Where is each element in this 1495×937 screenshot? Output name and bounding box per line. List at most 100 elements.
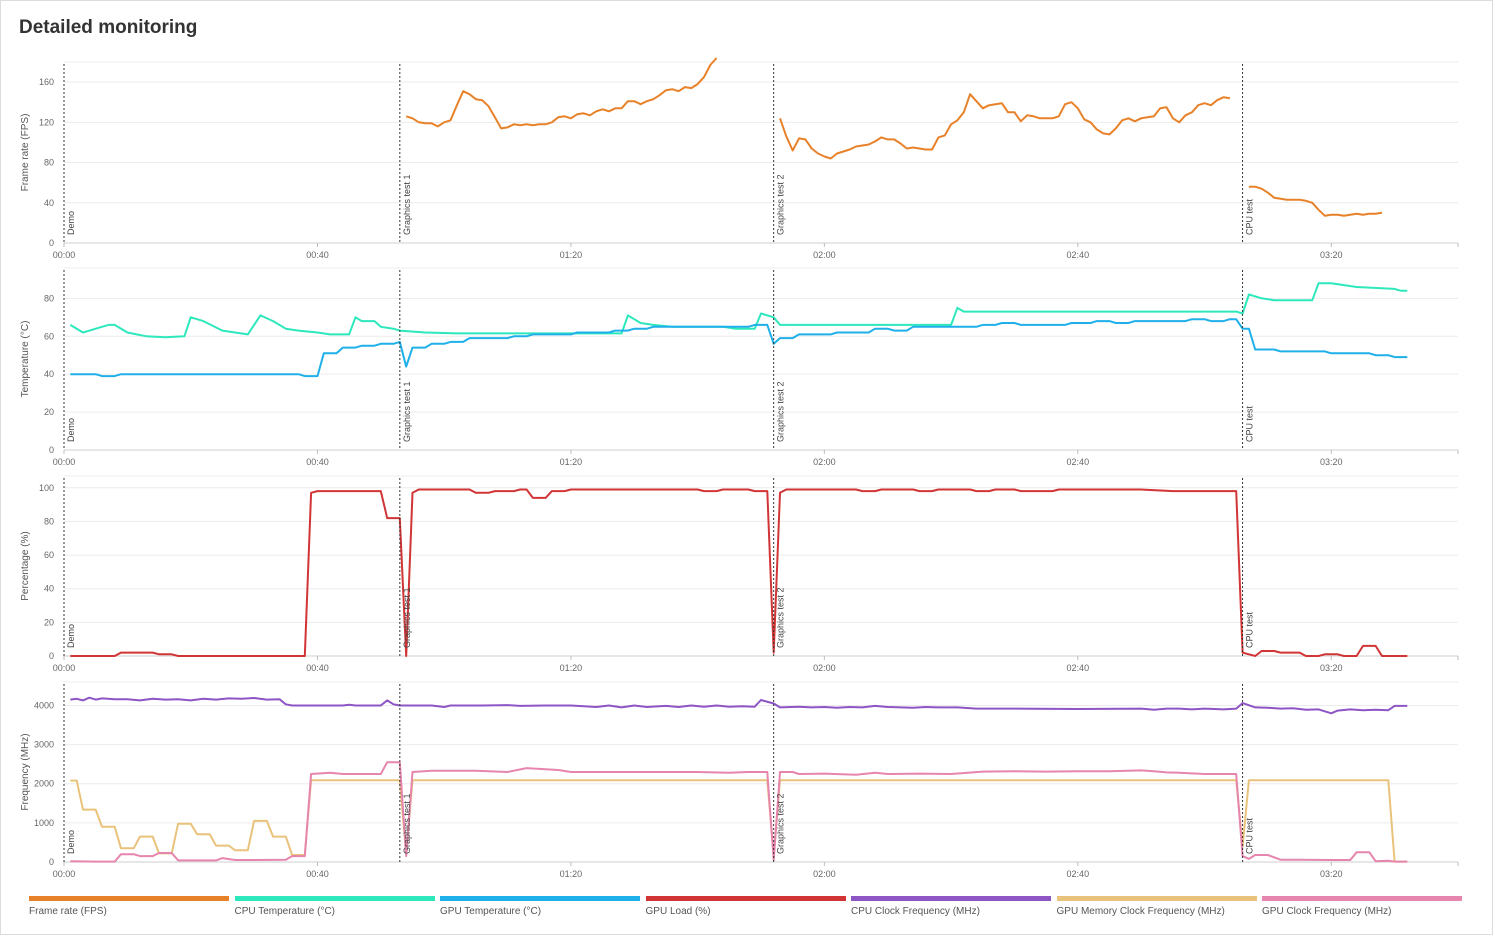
series-line-fps	[1248, 185, 1383, 217]
chart-panel-1: 0 40 80 120 160 00:00 00:40 01:20 02:00 02:40 03:2…	[20, 57, 1459, 260]
x-tick-label: 03:20	[1320, 663, 1343, 673]
x-tick-label: 02:00	[813, 869, 836, 879]
y-tick-label: 20	[44, 407, 54, 417]
series-line-gpu_mem_clock	[70, 779, 1408, 863]
x-tick-label: 00:00	[53, 663, 76, 673]
x-tick-label: 03:20	[1320, 457, 1343, 467]
marker-label: CPU test	[1245, 405, 1255, 442]
series-line-fps	[405, 57, 718, 130]
legend-label: CPU Clock Frequency (MHz)	[851, 906, 980, 917]
marker-label: Demo	[66, 624, 76, 648]
legend-label: GPU Memory Clock Frequency (MHz)	[1056, 906, 1225, 917]
legend-item[interactable]: GPU Clock Frequency (MHz)	[1262, 896, 1462, 926]
x-tick-label: 00:40	[306, 457, 329, 467]
x-tick-label: 01:20	[560, 250, 583, 260]
x-tick-label: 00:40	[306, 663, 329, 673]
legend-swatch	[851, 896, 1051, 901]
marker-label: Graphics test 2	[776, 587, 786, 648]
legend-item[interactable]: GPU Memory Clock Frequency (MHz)	[1056, 896, 1257, 926]
x-tick-label: 00:40	[306, 869, 329, 879]
y-tick-label: 80	[44, 158, 54, 168]
marker-label: Graphics test 1	[402, 381, 412, 442]
y-axis-label: Percentage (%)	[20, 531, 31, 600]
legend-label: GPU Temperature (°C)	[440, 906, 542, 917]
series-line-gpu_clock	[70, 761, 1408, 863]
x-tick-label: 02:40	[1067, 250, 1090, 260]
y-tick-label: 3000	[34, 740, 54, 750]
marker-label: Graphics test 2	[776, 793, 786, 854]
legend-swatch	[29, 896, 229, 901]
marker-label: Graphics test 1	[402, 587, 412, 648]
y-tick-label: 4000	[34, 700, 54, 710]
legend-item[interactable]: CPU Temperature (°C)	[234, 896, 435, 926]
marker-label: Graphics test 2	[776, 174, 786, 235]
legend-swatch	[645, 896, 846, 901]
marker-label: Demo	[66, 211, 76, 235]
x-tick-label: 01:20	[560, 457, 583, 467]
series-line-fps	[779, 93, 1231, 160]
y-tick-label: 40	[44, 369, 54, 379]
y-axis-label: Temperature (°C)	[20, 321, 31, 398]
y-tick-label: 0	[49, 445, 54, 455]
legend-label: GPU Load (%)	[645, 906, 711, 917]
legend-swatch	[1262, 896, 1462, 901]
y-tick-label: 1000	[34, 818, 54, 828]
x-tick-label: 00:00	[53, 869, 76, 879]
y-axis-label: Frequency (MHz)	[20, 733, 31, 810]
x-tick-label: 02:00	[813, 457, 836, 467]
legend-label: CPU Temperature (°C)	[234, 906, 336, 917]
series-line-cpu_clock	[70, 696, 1408, 715]
y-tick-label: 2000	[34, 779, 54, 789]
x-tick-label: 00:40	[306, 250, 329, 260]
y-axis-label: Frame rate (FPS)	[20, 114, 31, 192]
y-tick-label: 40	[44, 198, 54, 208]
y-tick-label: 20	[44, 617, 54, 627]
marker-label: Graphics test 1	[402, 793, 412, 854]
x-tick-label: 01:20	[560, 869, 583, 879]
legend-swatch	[440, 896, 640, 901]
y-tick-label: 0	[49, 238, 54, 248]
y-tick-label: 100	[39, 483, 54, 493]
x-tick-label: 02:40	[1067, 663, 1090, 673]
legend-item[interactable]: GPU Load (%)	[645, 896, 846, 926]
y-tick-label: 80	[44, 293, 54, 303]
legend-item[interactable]: CPU Clock Frequency (MHz)	[851, 896, 1051, 926]
x-tick-label: 02:40	[1067, 457, 1090, 467]
x-tick-label: 03:20	[1320, 869, 1343, 879]
legend-swatch	[1056, 896, 1257, 901]
legend-label: GPU Clock Frequency (MHz)	[1262, 906, 1392, 917]
y-tick-label: 0	[49, 651, 54, 661]
x-tick-label: 02:00	[813, 250, 836, 260]
chart-panel-4: 0 1000 2000 3000 4000 00:00 00:40 01:20 02:00 02:…	[20, 681, 1459, 879]
marker-label: CPU test	[1245, 198, 1255, 235]
y-tick-label: 60	[44, 331, 54, 341]
marker-label: Graphics test 2	[776, 381, 786, 442]
series-line-cpu_temp	[69, 282, 1408, 339]
legend-item[interactable]: Frame rate (FPS)	[29, 896, 229, 926]
x-tick-label: 01:20	[560, 663, 583, 673]
x-tick-label: 02:00	[813, 663, 836, 673]
marker-label: Demo	[66, 418, 76, 442]
y-tick-label: 40	[44, 584, 54, 594]
y-tick-label: 60	[44, 550, 54, 560]
series-line-gpu_temp	[70, 318, 1408, 378]
marker-label: CPU test	[1245, 611, 1255, 648]
x-tick-label: 00:00	[53, 457, 76, 467]
series-line-gpu_load	[70, 488, 1408, 657]
x-tick-label: 00:00	[53, 250, 76, 260]
page-title: Detailed monitoring	[19, 17, 198, 38]
legend-swatch	[234, 896, 435, 901]
chart-panel-2: 0 20 40 60 80 00:00 00:40 01:20 02:00 02:40 03:20 T…	[20, 267, 1459, 467]
marker-label: Graphics test 1	[402, 174, 412, 235]
y-tick-label: 160	[39, 77, 54, 87]
marker-label: Demo	[66, 830, 76, 854]
legend-item[interactable]: GPU Temperature (°C)	[440, 896, 640, 926]
y-tick-label: 120	[39, 117, 54, 127]
chart-panel-3: 0 20 40 60 80 100 00:00 00:40 01:20 02:00 02:40 03:…	[20, 475, 1459, 673]
x-tick-label: 03:20	[1320, 250, 1343, 260]
x-tick-label: 02:40	[1067, 869, 1090, 879]
legend-label: Frame rate (FPS)	[29, 906, 107, 917]
y-tick-label: 80	[44, 516, 54, 526]
